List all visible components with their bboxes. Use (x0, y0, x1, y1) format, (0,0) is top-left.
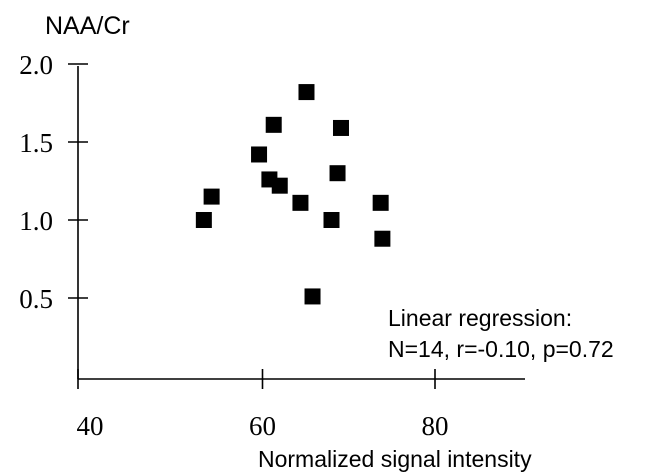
data-point (271, 177, 288, 194)
y-axis-label: NAA/Cr (45, 12, 130, 40)
data-point (265, 116, 282, 133)
data-point (195, 212, 212, 228)
x-tick-label: 80 (422, 411, 449, 441)
x-axis-ticks: 40 60 80 (77, 369, 449, 441)
y-tick-label: 1.5 (19, 128, 53, 158)
data-point (304, 288, 321, 305)
data-point (329, 165, 346, 182)
y-tick-label: 2.0 (19, 50, 53, 80)
data-point (298, 84, 315, 101)
data-points (195, 84, 391, 305)
y-tick-label: 0.5 (19, 284, 53, 314)
x-tick-label: 40 (77, 411, 104, 441)
data-point (251, 146, 268, 163)
plot-area: 0.5 1.0 1.5 2.0 40 60 80 (19, 50, 525, 441)
data-point (292, 194, 309, 211)
y-tick-label: 1.0 (19, 206, 53, 236)
data-point (332, 119, 349, 136)
regression-annotation-line-2: N=14, r=-0.10, p=0.72 (388, 336, 614, 362)
regression-annotation: Linear regression: N=14, r=-0.10, p=0.72 (388, 305, 614, 362)
data-point (372, 194, 389, 211)
x-tick-label: 60 (249, 411, 276, 441)
regression-annotation-line-1: Linear regression: (388, 305, 572, 331)
data-point (374, 230, 391, 247)
data-point (323, 212, 340, 228)
y-axis-ticks: 0.5 1.0 1.5 2.0 (19, 50, 88, 314)
data-point (203, 188, 220, 205)
x-axis-label: Normalized signal intensity (258, 446, 532, 472)
